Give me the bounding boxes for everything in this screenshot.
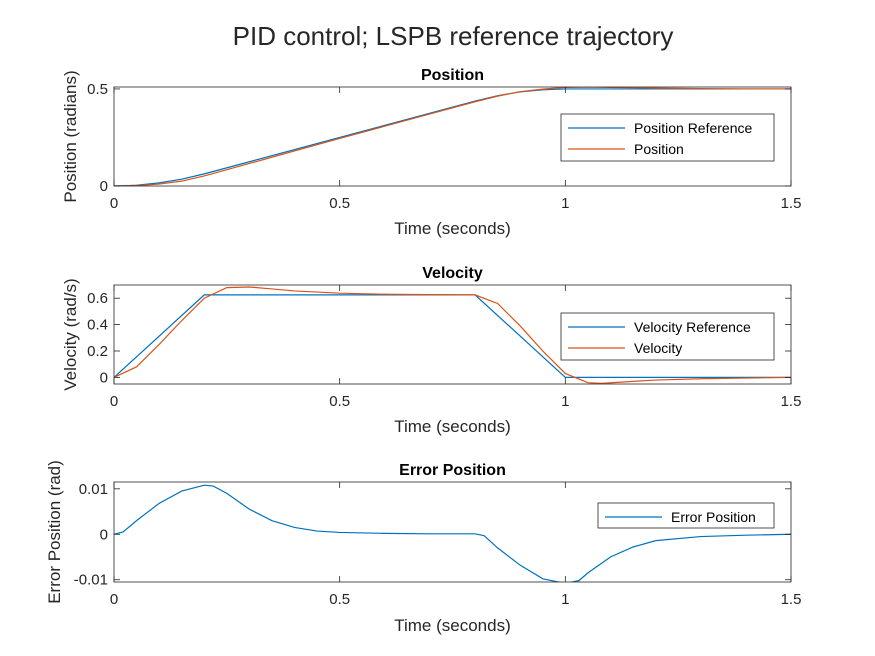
y-tick-label: -0.01 xyxy=(74,572,108,589)
y-tick-label: 0.2 xyxy=(87,343,108,360)
x-tick-label: 0.5 xyxy=(329,393,350,410)
legend-entry-2: Position xyxy=(634,141,684,157)
legend-box xyxy=(597,502,775,529)
series-line-2 xyxy=(114,87,791,186)
x-tick-label: 1.5 xyxy=(781,591,802,608)
x-tick-label: 0.5 xyxy=(329,195,350,212)
x-axis-label: Time (seconds) xyxy=(394,417,511,436)
axes-title: Velocity xyxy=(422,265,483,282)
legend-entry-1: Position Reference xyxy=(634,120,753,136)
y-tick-label: 0.5 xyxy=(87,81,108,98)
figure-title: PID control; LSPB reference trajectory xyxy=(233,21,674,51)
x-tick-label: 0 xyxy=(110,195,118,212)
x-tick-label: 0 xyxy=(110,591,118,608)
x-tick-label: 0.5 xyxy=(329,591,350,608)
legend-box xyxy=(560,312,775,361)
legend-entry-2: Velocity xyxy=(634,340,682,356)
plot-area xyxy=(114,482,791,582)
series-line-1 xyxy=(114,88,791,186)
legend: Position Reference Position xyxy=(560,113,775,162)
y-tick-label: 0.6 xyxy=(87,290,108,307)
y-tick-label: 0 xyxy=(100,178,108,195)
axes-title: Error Position xyxy=(399,462,506,479)
y-tick-label: 0.4 xyxy=(87,317,108,334)
x-axis-label: Time (seconds) xyxy=(394,219,511,238)
y-axis-label: Velocity (rad/s) xyxy=(61,278,80,390)
x-tick-label: 1 xyxy=(561,591,569,608)
axes-box xyxy=(113,481,792,583)
axes-box xyxy=(113,86,792,187)
x-tick-label: 1 xyxy=(561,393,569,410)
axes-title: Position xyxy=(421,67,484,84)
x-tick-label: 0 xyxy=(110,393,118,410)
legend-entry-1: Error Position xyxy=(671,509,756,525)
legend: Velocity Reference Velocity xyxy=(560,312,775,361)
y-tick-label: 0.01 xyxy=(79,481,108,498)
y-axis-label: Error Position (rad) xyxy=(45,460,64,604)
y-axis-label: Position (radians) xyxy=(61,70,80,202)
series-line-1 xyxy=(114,484,791,582)
subplot-1: 0 0.5 1 1.5 0 0.5 Position Time (seconds) Positi… xyxy=(61,67,801,238)
series-line-2 xyxy=(114,286,791,384)
x-tick-label: 1 xyxy=(561,195,569,212)
legend-entry-1: Velocity Reference xyxy=(634,319,751,335)
y-tick-label: 0 xyxy=(100,369,108,386)
y-tick-label: 0 xyxy=(100,526,108,543)
axes-box xyxy=(113,284,792,385)
x-tick-label: 1.5 xyxy=(781,393,802,410)
x-axis-label: Time (seconds) xyxy=(394,616,511,635)
x-tick-label: 1.5 xyxy=(781,195,802,212)
legend-box xyxy=(560,113,775,162)
legend: Error Position xyxy=(597,502,775,529)
subplot-2: 0 0.5 1 1.5 0 0.2 0.4 0.6 Velocity Time (seconds)… xyxy=(61,265,801,436)
